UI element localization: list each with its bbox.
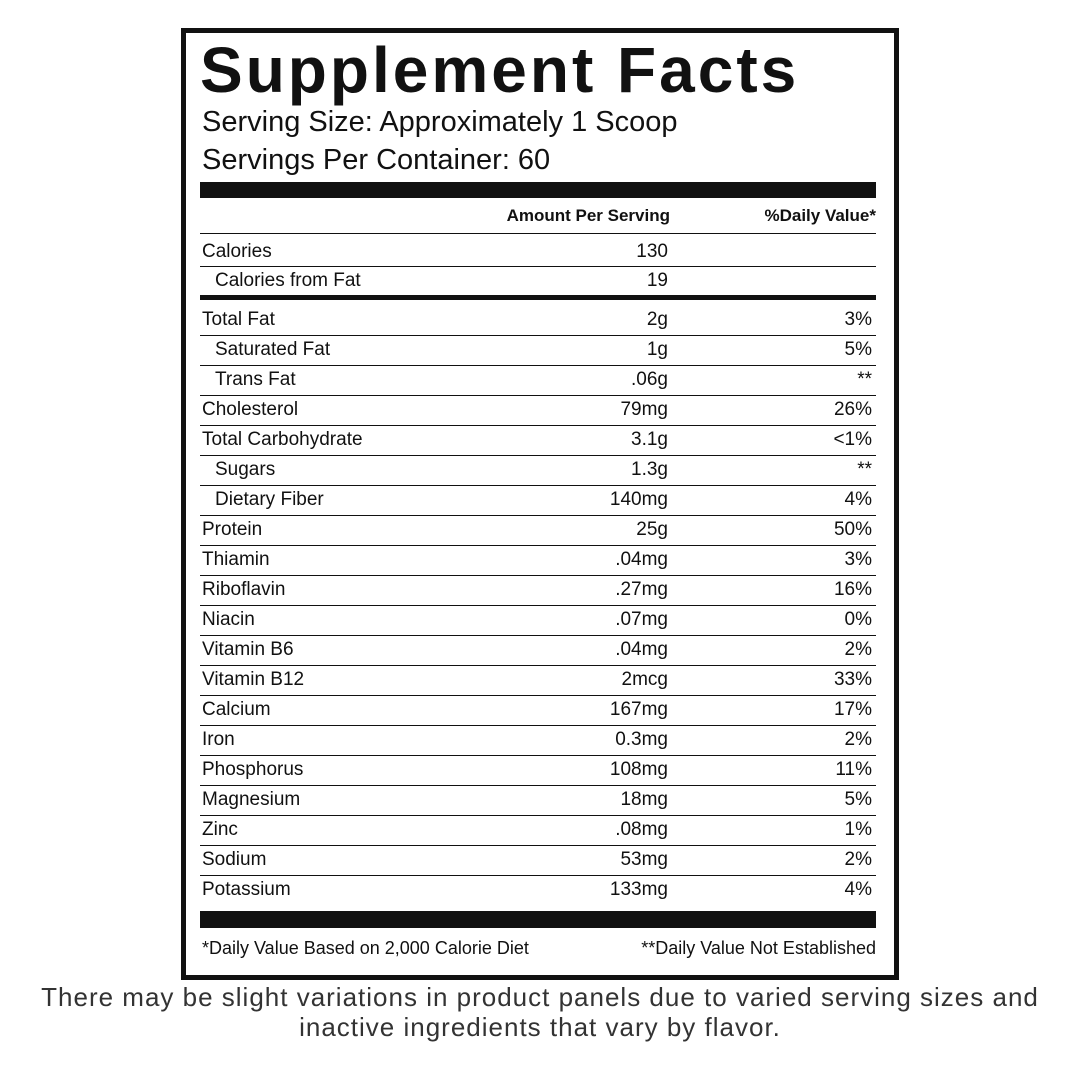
amount: 1.3g xyxy=(631,459,668,480)
divider xyxy=(200,233,876,234)
daily-value: 26% xyxy=(833,399,872,420)
divider xyxy=(200,815,876,816)
amount: 1g xyxy=(646,339,668,360)
divider xyxy=(200,515,876,516)
divider xyxy=(200,665,876,666)
amount: .27mg xyxy=(615,579,668,600)
serving-size: Serving Size: Approximately 1 Scoop xyxy=(202,106,678,138)
amount: .04mg xyxy=(615,549,668,570)
divider xyxy=(200,335,876,336)
amount: .08mg xyxy=(615,819,668,840)
label-border xyxy=(181,28,899,980)
nutrient-name: Potassium xyxy=(202,879,291,900)
nutrient-name: Trans Fat xyxy=(215,369,296,390)
nutrient-name: Calories from Fat xyxy=(215,270,361,291)
nutrient-name: Total Carbohydrate xyxy=(202,429,363,450)
daily-value: 0% xyxy=(844,609,872,630)
daily-value: 16% xyxy=(833,579,872,600)
divider xyxy=(200,845,876,846)
amount: 53mg xyxy=(620,849,668,870)
servings-per-container: Servings Per Container: 60 xyxy=(202,144,551,176)
nutrient-name: Zinc xyxy=(202,819,238,840)
daily-value: 17% xyxy=(833,699,872,720)
divider xyxy=(200,605,876,606)
nutrient-name: Sodium xyxy=(202,849,267,870)
nutrient-name: Calcium xyxy=(202,699,271,720)
footnote: *Daily Value Based on 2,000 Calorie Diet xyxy=(202,938,529,958)
amount: 108mg xyxy=(609,759,668,780)
amount: 2mcg xyxy=(621,669,668,690)
thick-bar xyxy=(200,182,876,198)
dv-header: %Daily Value* xyxy=(764,206,876,225)
nutrient-name: Vitamin B12 xyxy=(202,669,305,690)
divider xyxy=(200,545,876,546)
daily-value: 11% xyxy=(835,759,872,780)
daily-value: 2% xyxy=(844,849,872,870)
nutrient-name: Cholesterol xyxy=(202,399,299,420)
nutrient-name: Niacin xyxy=(202,609,255,630)
nutrient-name: Phosphorus xyxy=(202,759,304,780)
amount: .07mg xyxy=(615,609,668,630)
amount: 140mg xyxy=(609,489,668,510)
amount: 19 xyxy=(646,270,668,291)
daily-value: <1% xyxy=(833,429,872,450)
label-title: Supplement Facts xyxy=(200,34,800,106)
amount-header: Amount Per Serving xyxy=(506,206,670,225)
amount: 79mg xyxy=(620,399,668,420)
disclaimer: There may be slight variations in produc… xyxy=(41,982,1039,1042)
thick-bar xyxy=(200,911,876,928)
divider xyxy=(200,785,876,786)
divider xyxy=(200,695,876,696)
daily-value: 33% xyxy=(833,669,872,690)
amount: .06g xyxy=(631,369,668,390)
amount: 167mg xyxy=(609,699,668,720)
divider xyxy=(200,485,876,486)
daily-value: 3% xyxy=(844,309,872,330)
nutrient-name: Dietary Fiber xyxy=(215,489,324,510)
daily-value: 2% xyxy=(844,639,872,660)
amount: 25g xyxy=(636,519,668,540)
nutrient-name: Sugars xyxy=(215,459,276,480)
divider xyxy=(200,455,876,456)
amount: 2g xyxy=(646,309,668,330)
divider xyxy=(200,395,876,396)
footnote: **Daily Value Not Established xyxy=(641,938,876,958)
daily-value: ** xyxy=(857,369,872,390)
nutrient-name: Protein xyxy=(202,519,263,540)
daily-value: 4% xyxy=(844,879,872,900)
divider xyxy=(200,755,876,756)
amount: 133mg xyxy=(609,879,668,900)
divider xyxy=(200,635,876,636)
amount: 18mg xyxy=(620,789,668,810)
daily-value: 2% xyxy=(844,729,872,750)
nutrient-name: Vitamin B6 xyxy=(202,639,294,660)
divider xyxy=(200,725,876,726)
nutrient-name: Magnesium xyxy=(202,789,301,810)
nutrient-name: Total Fat xyxy=(202,309,275,330)
nutrient-name: Iron xyxy=(202,729,235,750)
divider xyxy=(200,575,876,576)
daily-value: 4% xyxy=(844,489,872,510)
daily-value: ** xyxy=(857,459,872,480)
nutrient-name: Thiamin xyxy=(202,549,270,570)
daily-value: 3% xyxy=(844,549,872,570)
amount: 0.3mg xyxy=(615,729,668,750)
nutrient-name: Calories xyxy=(202,241,272,262)
divider xyxy=(200,875,876,876)
divider xyxy=(200,365,876,366)
amount: .04mg xyxy=(615,639,668,660)
daily-value: 5% xyxy=(844,339,872,360)
daily-value: 50% xyxy=(833,519,872,540)
amount: 130 xyxy=(636,241,668,262)
daily-value: 5% xyxy=(844,789,872,810)
divider xyxy=(200,425,876,426)
divider xyxy=(200,266,876,267)
daily-value: 1% xyxy=(844,819,872,840)
nutrient-name: Riboflavin xyxy=(202,579,286,600)
thick-divider xyxy=(200,295,876,300)
nutrient-name: Saturated Fat xyxy=(215,339,331,360)
amount: 3.1g xyxy=(631,429,668,450)
